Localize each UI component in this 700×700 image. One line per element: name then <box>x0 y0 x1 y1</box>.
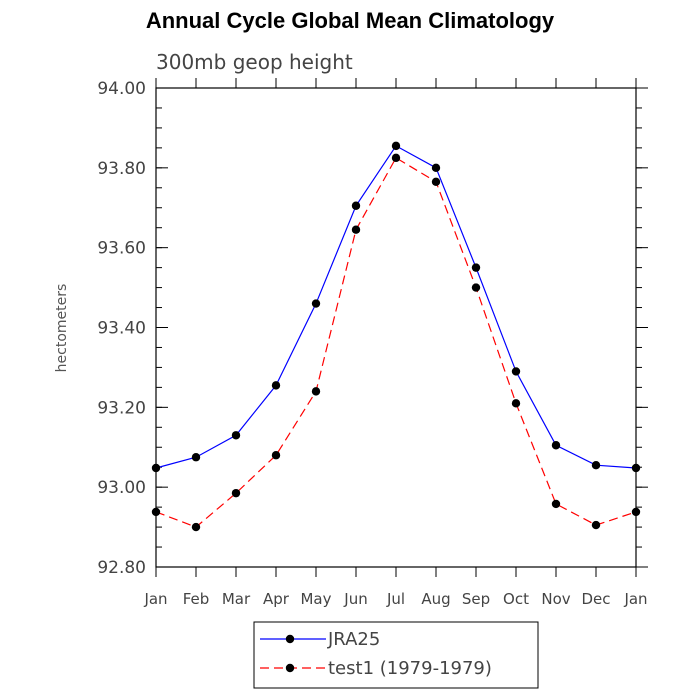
x-tick-label: Jan <box>623 590 647 608</box>
legend-marker <box>285 663 295 673</box>
data-point <box>311 299 321 308</box>
data-point <box>591 461 601 470</box>
x-tick-label: Dec <box>581 590 610 608</box>
data-point <box>631 507 641 517</box>
x-tick-label: May <box>300 590 331 608</box>
y-tick-label: 92.80 <box>97 558 146 578</box>
legend-box <box>253 621 539 689</box>
series-1 <box>151 153 641 532</box>
x-tick-label: Sep <box>462 590 490 608</box>
series-line <box>155 157 637 528</box>
y-tick-label: 93.80 <box>97 159 146 179</box>
data-point <box>351 201 361 210</box>
x-tick-label: Aug <box>421 590 450 608</box>
data-point <box>631 463 641 473</box>
data-point <box>351 225 361 234</box>
legend-label: test1 (1979-1979) <box>328 658 492 679</box>
series-group <box>151 141 641 532</box>
legend-label: JRA25 <box>327 629 380 650</box>
data-point <box>191 453 201 462</box>
chart-subtitle: 300mb geop height <box>156 50 353 74</box>
axes: 92.80 93.00 93.20 93.40 93.60 93.80 94.00 Jan Fe… <box>97 78 648 608</box>
series-line <box>155 145 637 469</box>
data-point <box>471 263 481 272</box>
x-tick-label: Jun <box>343 590 367 608</box>
data-point <box>431 163 441 173</box>
data-point <box>471 283 481 292</box>
chart-title: Annual Cycle Global Mean Climatology <box>145 8 555 33</box>
data-point <box>311 387 321 396</box>
data-point <box>391 153 401 163</box>
x-tick-label: Feb <box>183 590 210 608</box>
x-tick-label: Jul <box>386 590 405 608</box>
y-tick-label: 93.20 <box>97 398 146 418</box>
data-point <box>551 441 561 450</box>
data-point <box>271 451 281 460</box>
data-point <box>551 499 561 509</box>
legend-marker <box>285 634 295 644</box>
data-point <box>511 399 521 408</box>
data-point <box>191 522 201 532</box>
x-tick-label: Mar <box>222 590 251 608</box>
y-axis-label: hectometers <box>54 284 70 373</box>
data-point <box>271 381 281 390</box>
x-tick-label: Oct <box>503 590 529 608</box>
y-tick-label: 94.00 <box>97 79 146 99</box>
x-tick-label: Nov <box>541 590 570 608</box>
legend: JRA25 test1 (1979-1979) <box>253 621 539 689</box>
y-tick-label: 93.00 <box>97 478 146 498</box>
data-point <box>511 367 521 376</box>
y-tick-label: 93.60 <box>97 239 146 259</box>
series-0 <box>151 141 641 473</box>
data-point <box>231 488 241 498</box>
y-tick-label: 93.40 <box>97 319 146 339</box>
data-point <box>391 141 401 151</box>
x-tick-label: Jan <box>143 590 167 608</box>
data-point <box>431 177 441 187</box>
data-point <box>231 431 241 440</box>
data-point <box>591 520 601 530</box>
data-point <box>151 463 161 473</box>
data-point <box>151 507 161 517</box>
x-tick-label: Apr <box>263 590 290 608</box>
